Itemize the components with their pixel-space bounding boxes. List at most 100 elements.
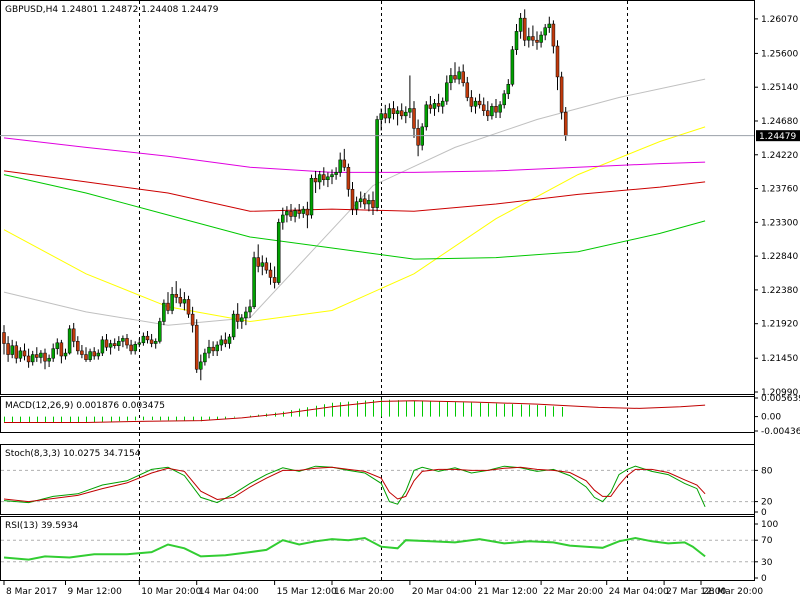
- candle-85: [350, 181, 355, 215]
- candle-86: [354, 196, 359, 215]
- candle-body-96: [395, 110, 400, 114]
- candle-122: [502, 90, 506, 109]
- candle-body-75: [309, 178, 314, 216]
- candle-55: [227, 333, 232, 349]
- price-tick-label-11: 1.20990: [761, 388, 798, 398]
- candle-body-131: [539, 34, 543, 43]
- candle-body-113: [465, 82, 470, 98]
- candle-body-60: [248, 306, 252, 313]
- candle-30: [125, 333, 129, 349]
- candle-body-129: [531, 36, 535, 41]
- candle-134: [551, 20, 556, 54]
- candle-body-87: [358, 198, 363, 203]
- candle-body-62: [256, 257, 260, 267]
- candle-59: [244, 306, 248, 326]
- candle-31: [129, 339, 133, 355]
- candle-body-68: [281, 214, 285, 223]
- time-tick-label-8: 22 Mar 20:00: [543, 587, 603, 597]
- candle-body-89: [367, 200, 371, 205]
- candle-24: [100, 336, 105, 357]
- candle-36: [149, 333, 154, 348]
- candle-body-17: [71, 328, 76, 342]
- stoch-line-0: [3, 465, 706, 508]
- candle-body-128: [527, 36, 531, 41]
- candle-42: [174, 281, 178, 304]
- candle-25: [104, 333, 109, 351]
- candle-body-130: [535, 39, 539, 43]
- candle-133: [547, 16, 552, 33]
- candle-body-83: [342, 159, 347, 168]
- candle-37: [153, 338, 158, 349]
- candle-body-122: [502, 93, 506, 106]
- candle-62: [256, 244, 260, 273]
- candle-106: [436, 93, 441, 113]
- candle-body-61: [252, 257, 256, 308]
- candle-108: [445, 75, 449, 105]
- candle-69: [285, 206, 289, 223]
- stoch-line-1: [3, 466, 706, 503]
- candle-49: [203, 348, 207, 366]
- candle-116: [477, 93, 482, 109]
- candle-114: [469, 90, 474, 113]
- rsi-tick-label-0: 100: [761, 520, 778, 530]
- price-tick-label-2: 1.25140: [761, 83, 798, 93]
- price-tick-label-7: 1.22840: [761, 252, 798, 262]
- candle-127: [522, 9, 527, 47]
- price-tick-label-1: 1.25600: [761, 49, 798, 59]
- macd-signal-line: [4, 400, 706, 423]
- rsi-header: RSI(13) 39.5934: [5, 521, 78, 531]
- candle-136: [559, 71, 564, 120]
- moving-average-4: [3, 137, 706, 173]
- candle-58: [240, 314, 244, 329]
- candle-56: [231, 310, 236, 340]
- candle-body-106: [436, 103, 441, 107]
- candle-89: [367, 194, 371, 212]
- candle-77: [317, 170, 322, 190]
- candle-75: [309, 174, 314, 219]
- candle-body-10: [43, 352, 47, 362]
- moving-average-2: [3, 174, 706, 260]
- candle-78: [322, 167, 326, 186]
- candle-71: [293, 207, 297, 223]
- candle-48: [199, 354, 203, 381]
- stochastic-lines: [1, 465, 754, 508]
- candle-body-85: [350, 189, 355, 210]
- candle-92: [379, 108, 383, 131]
- candle-body-37: [153, 341, 158, 344]
- candle-body-137: [563, 111, 568, 136]
- candle-body-132: [543, 27, 547, 36]
- stoch-axis: 80 200: [754, 466, 773, 518]
- candle-body-25: [104, 339, 109, 348]
- price-tick-label-8: 1.22380: [761, 286, 798, 296]
- price-tick-label-0: 1.26070: [761, 15, 798, 25]
- macd-tick-label-2: -0.004365: [761, 427, 800, 437]
- candle-20: [84, 347, 88, 362]
- candle-2: [10, 339, 14, 359]
- candle-body-81: [334, 172, 338, 175]
- candle-27: [112, 338, 117, 349]
- candle-body-126: [518, 17, 523, 32]
- candle-88: [363, 192, 367, 210]
- price-tick-label-3: 1.24680: [761, 117, 798, 127]
- price-tick-label-5: 1.23760: [761, 185, 798, 195]
- candle-113: [465, 76, 470, 102]
- candle-13: [55, 338, 60, 355]
- candle-body-40: [166, 302, 170, 311]
- rsi-line: [1, 536, 754, 563]
- candle-125: [514, 24, 519, 55]
- candle-body-65: [268, 269, 273, 278]
- candle-body-23: [96, 352, 101, 357]
- candle-body-66: [272, 277, 277, 283]
- candle-body-47: [194, 324, 199, 370]
- time-tick-label-3: 14 Mar 04:00: [199, 587, 259, 597]
- candle-35: [145, 331, 150, 344]
- candle-body-63: [260, 262, 265, 267]
- candle-6: [26, 348, 31, 368]
- rsi-axis: 100 70 30 0: [754, 520, 778, 584]
- candle-130: [535, 31, 539, 50]
- candle-body-28: [117, 341, 121, 346]
- candle-body-36: [149, 339, 154, 344]
- candle-76: [313, 170, 318, 193]
- candle-body-82: [338, 159, 342, 173]
